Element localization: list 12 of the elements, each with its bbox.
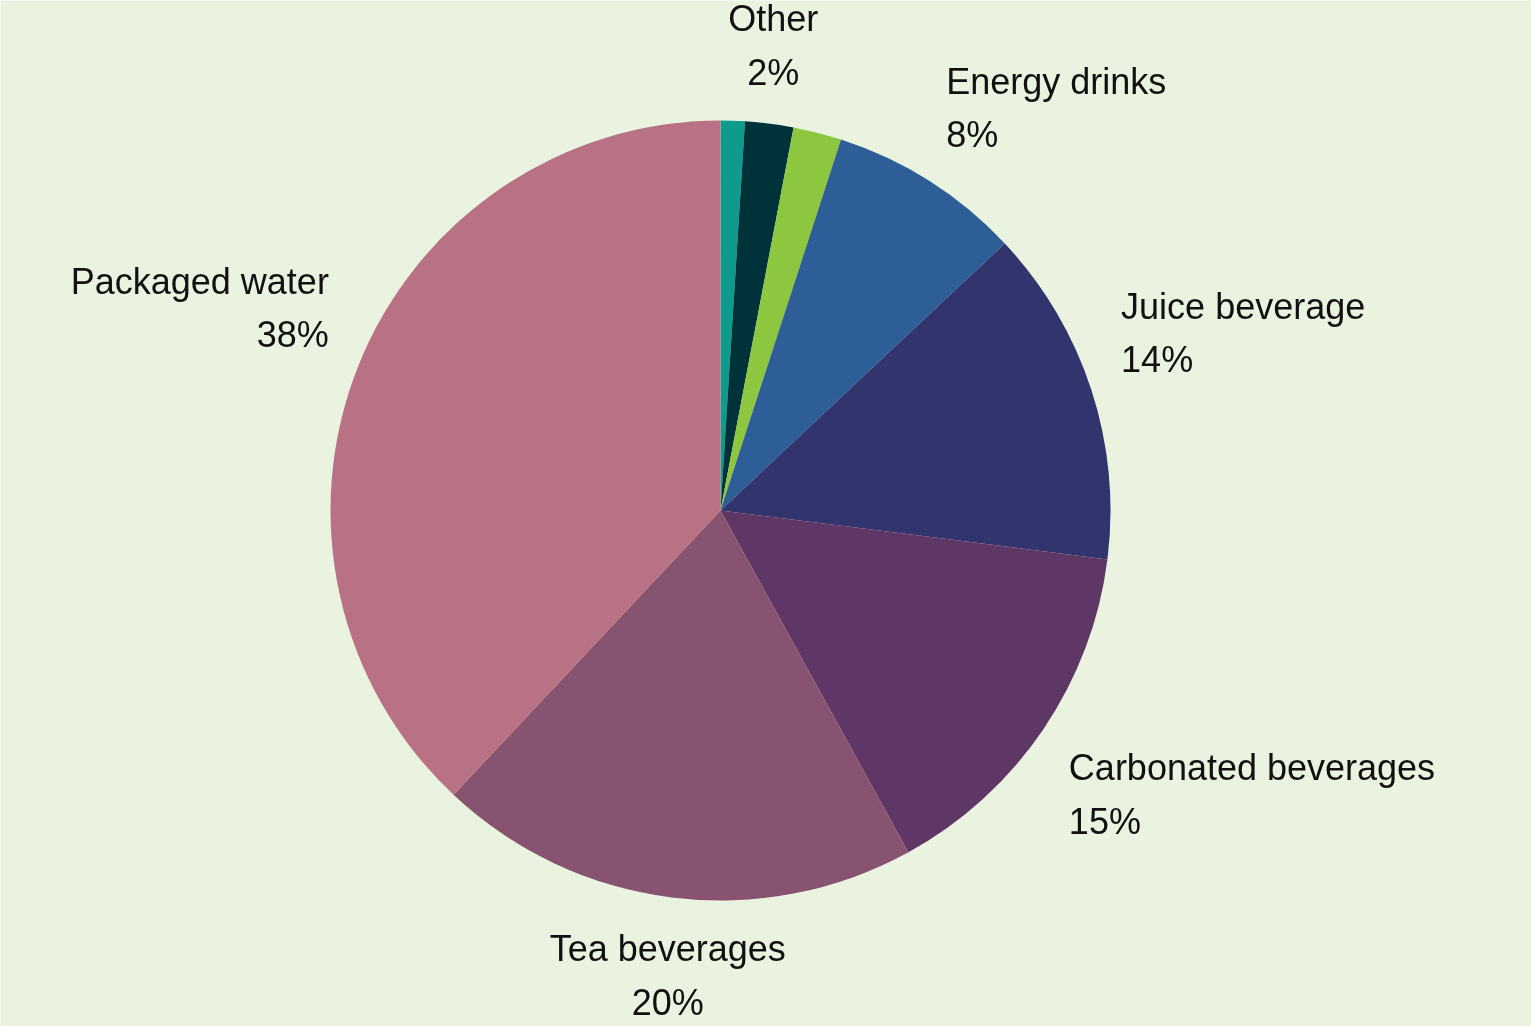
data-label: 15% [1068,800,1141,842]
slice-label: Juice beverage [1121,286,1366,328]
data-label: 14% [1121,339,1194,381]
data-label: 20% [631,981,704,1023]
data-label: 8% [946,113,999,155]
slice-label: Tea beverages [549,928,786,970]
slice-label: Packaged water [70,261,329,303]
data-label: 2% [747,51,800,93]
data-label: 38% [256,314,329,356]
slice-label: Energy drinks [946,60,1167,102]
slice-label: Other [728,0,819,40]
slice-label: Carbonated beverages [1068,747,1436,789]
